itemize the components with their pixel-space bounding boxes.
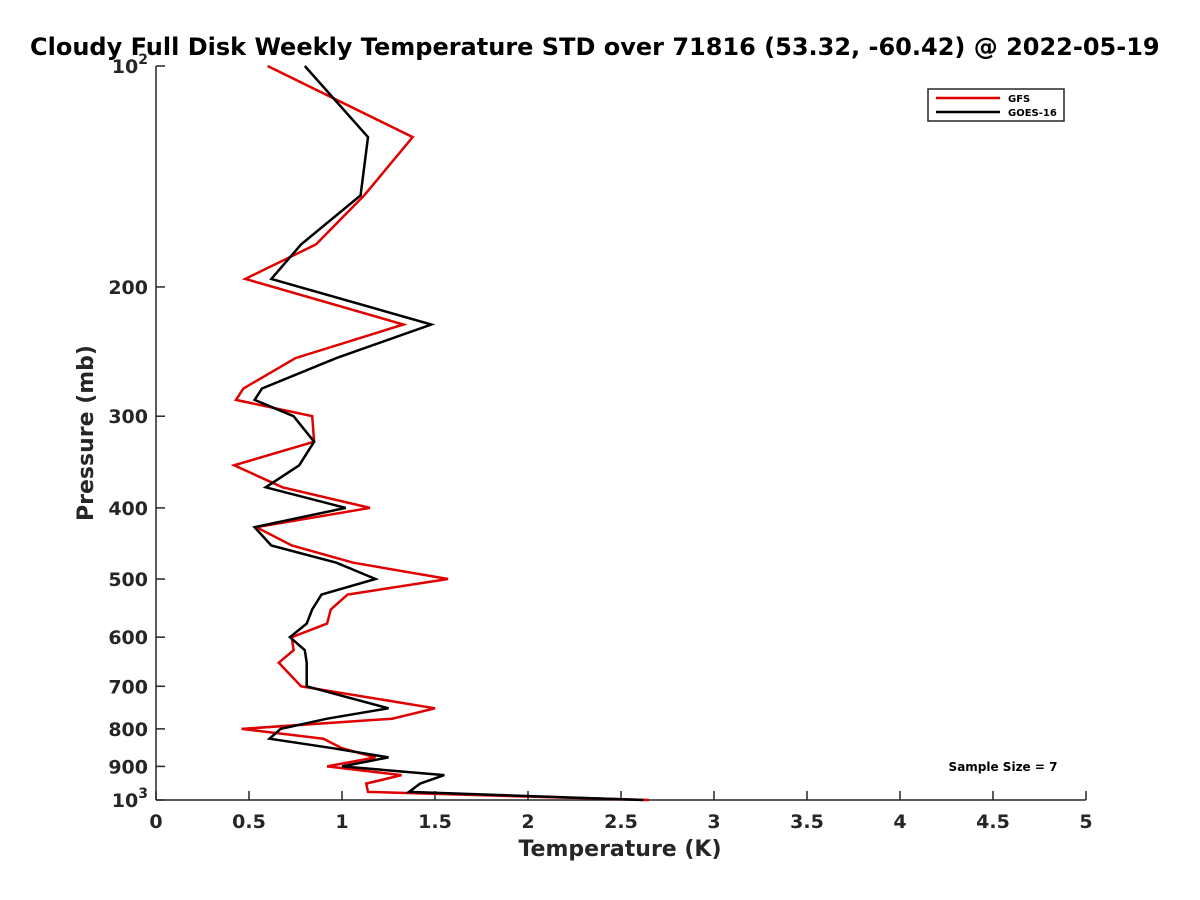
y-tick-label: 500	[108, 569, 148, 591]
x-tick-label: 4.5	[976, 811, 1010, 833]
series-line-goes-16	[252, 65, 644, 802]
chart-title: Cloudy Full Disk Weekly Temperature STD …	[30, 33, 1160, 61]
x-axis: 0 0.5 1 1.5 2 2.5 3 3.5 4 4.5 5	[149, 791, 1093, 833]
y-tick-label: 400	[108, 498, 148, 520]
legend-label: GOES-16	[1008, 108, 1057, 119]
x-tick-label: 3.5	[790, 811, 824, 833]
x-tick-label: 0	[149, 811, 162, 833]
y-tick-label: 700	[108, 676, 148, 698]
x-tick-label: 1.5	[418, 811, 452, 833]
x-tick-label: 4	[893, 811, 906, 833]
legend-box	[927, 88, 1065, 122]
y-tick-label: 600	[108, 627, 148, 649]
axes-frame	[155, 66, 1086, 801]
y-axis-label: Pressure (mb)	[74, 345, 99, 521]
x-tick-label: 3	[707, 811, 720, 833]
x-tick-label: 1	[335, 811, 348, 833]
plot-lines	[230, 64, 649, 802]
y-tick-label: 900	[108, 756, 148, 778]
x-tick-label: 0.5	[232, 811, 266, 833]
y-tick-label: 103	[112, 786, 148, 812]
x-axis-label: Temperature (K)	[518, 837, 721, 862]
legend: GFS GOES-16	[927, 88, 1065, 122]
y-tick-label: 300	[108, 406, 148, 428]
legend-label: GFS	[1008, 94, 1030, 105]
y-axis: 102 200 300 400 500 600 700 800 900 103	[108, 52, 165, 812]
y-tick-label: 800	[108, 719, 148, 741]
y-tick-label: 102	[112, 52, 148, 78]
series-line-gfs	[230, 64, 649, 802]
x-tick-label: 2.5	[604, 811, 638, 833]
x-tick-label: 5	[1079, 811, 1092, 833]
sample-size-annotation: Sample Size = 7	[949, 760, 1058, 774]
y-tick-label: 200	[108, 277, 148, 299]
x-tick-label: 2	[521, 811, 534, 833]
